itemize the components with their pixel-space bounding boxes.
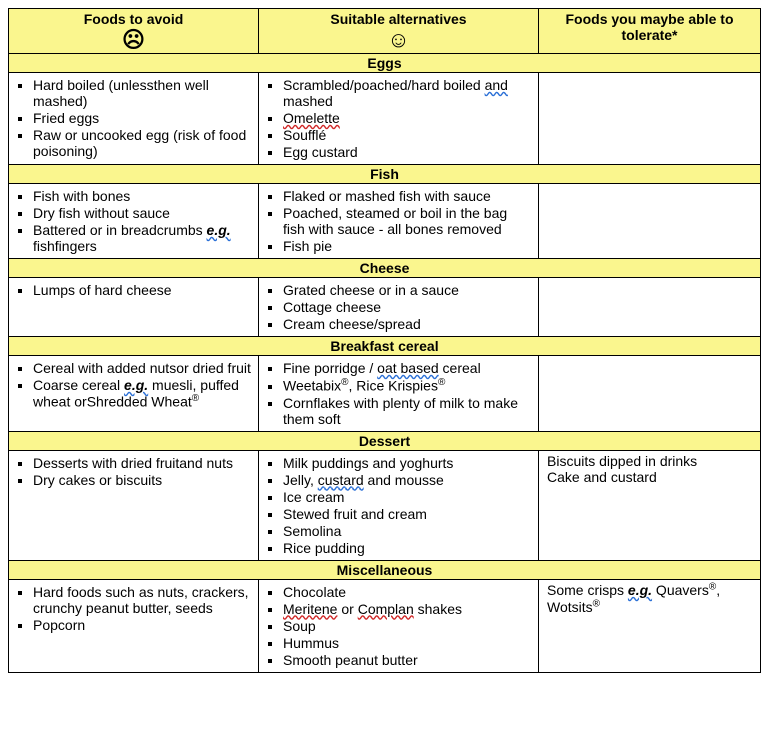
list-item: Flaked or mashed fish with sauce	[283, 188, 532, 204]
foods-table: Foods to avoid ☹ Suitable alternatives ☺…	[8, 8, 761, 673]
list-item: Fried eggs	[33, 110, 252, 126]
section-cheese-header: Cheese	[9, 259, 761, 278]
list-item: Coarse cereal e.g. muesli, puffed wheat …	[33, 377, 252, 410]
list-item: Cereal with added nutsor dried fruit	[33, 360, 252, 376]
section-eggs-row: Hard boiled (unlessthen well mashed) Fri…	[9, 73, 761, 165]
section-cheese-row: Lumps of hard cheese Grated cheese or in…	[9, 278, 761, 337]
tolerate-line: Biscuits dipped in drinks	[547, 453, 697, 469]
cheese-tolerate	[539, 278, 761, 337]
misc-tolerate: Some crisps e.g. Quavers®, Wotsits®	[539, 579, 761, 672]
list-item: Jelly, custard and mousse	[283, 472, 532, 488]
list-item: Omelette	[283, 110, 532, 126]
cheese-alt: Grated cheese or in a sauce Cottage chee…	[259, 278, 539, 337]
list-item: Popcorn	[33, 617, 252, 633]
cheese-avoid: Lumps of hard cheese	[9, 278, 259, 337]
section-cereal-row: Cereal with added nutsor dried fruit Coa…	[9, 356, 761, 432]
eggs-avoid: Hard boiled (unlessthen well mashed) Fri…	[9, 73, 259, 165]
list-item: Semolina	[283, 523, 532, 539]
cereal-tolerate	[539, 356, 761, 432]
list-item: Dry fish without sauce	[33, 205, 252, 221]
list-item: Hard boiled (unlessthen well mashed)	[33, 77, 252, 109]
header-avoid-label: Foods to avoid	[84, 11, 184, 27]
list-item: Soufflé	[283, 127, 532, 143]
list-item: Weetabix®, Rice Krispies®	[283, 377, 532, 394]
fish-tolerate	[539, 184, 761, 259]
header-alt-label: Suitable alternatives	[330, 11, 466, 27]
eggs-tolerate	[539, 73, 761, 165]
section-eggs-header: Eggs	[9, 54, 761, 73]
header-tolerate-label: Foods you maybe able to tolerate*	[565, 11, 733, 43]
list-item: Hummus	[283, 635, 532, 651]
section-misc-row: Hard foods such as nuts, crackers, crunc…	[9, 579, 761, 672]
section-dessert-row: Desserts with dried fruitand nuts Dry ca…	[9, 450, 761, 560]
list-item: Stewed fruit and cream	[283, 506, 532, 522]
section-fish-header: Fish	[9, 165, 761, 184]
dessert-tolerate: Biscuits dipped in drinks Cake and custa…	[539, 450, 761, 560]
list-item: Cream cheese/spread	[283, 316, 532, 332]
list-item: Battered or in breadcrumbs e.g. fishfing…	[33, 222, 252, 254]
fish-avoid: Fish with bones Dry fish without sauce B…	[9, 184, 259, 259]
header-avoid: Foods to avoid ☹	[9, 9, 259, 54]
list-item: Scrambled/poached/hard boiled and mashed	[283, 77, 532, 109]
list-item: Hard foods such as nuts, crackers, crunc…	[33, 584, 252, 616]
list-item: Rice pudding	[283, 540, 532, 556]
list-item: Meritene or Complan shakes	[283, 601, 532, 617]
misc-alt: Chocolate Meritene or Complan shakes Sou…	[259, 579, 539, 672]
header-row: Foods to avoid ☹ Suitable alternatives ☺…	[9, 9, 761, 54]
list-item: Dry cakes or biscuits	[33, 472, 252, 488]
section-dessert-header: Dessert	[9, 431, 761, 450]
list-item: Cottage cheese	[283, 299, 532, 315]
header-tolerate: Foods you maybe able to tolerate*	[539, 9, 761, 54]
list-item: Lumps of hard cheese	[33, 282, 252, 298]
eggs-alt: Scrambled/poached/hard boiled and mashed…	[259, 73, 539, 165]
header-alt: Suitable alternatives ☺	[259, 9, 539, 54]
list-item: Chocolate	[283, 584, 532, 600]
list-item: Cornflakes with plenty of milk to make t…	[283, 395, 532, 427]
cereal-alt: Fine porridge / oat based cereal Weetabi…	[259, 356, 539, 432]
list-item: Fine porridge / oat based cereal	[283, 360, 532, 376]
fish-alt: Flaked or mashed fish with sauce Poached…	[259, 184, 539, 259]
list-item: Desserts with dried fruitand nuts	[33, 455, 252, 471]
list-item: Grated cheese or in a sauce	[283, 282, 532, 298]
list-item: Milk puddings and yoghurts	[283, 455, 532, 471]
sad-face-icon: ☹	[122, 29, 145, 51]
list-item: Egg custard	[283, 144, 532, 160]
list-item: Poached, steamed or boil in the bag fish…	[283, 205, 532, 237]
list-item: Soup	[283, 618, 532, 634]
cereal-avoid: Cereal with added nutsor dried fruit Coa…	[9, 356, 259, 432]
happy-face-icon: ☺	[387, 29, 409, 51]
list-item: Ice cream	[283, 489, 532, 505]
dessert-alt: Milk puddings and yoghurts Jelly, custar…	[259, 450, 539, 560]
section-misc-header: Miscellaneous	[9, 560, 761, 579]
list-item: Raw or uncooked egg (risk of food poison…	[33, 127, 252, 159]
tolerate-line: Cake and custard	[547, 469, 657, 485]
misc-avoid: Hard foods such as nuts, crackers, crunc…	[9, 579, 259, 672]
tolerate-line: Some crisps e.g. Quavers®, Wotsits®	[547, 582, 720, 615]
section-cereal-header: Breakfast cereal	[9, 337, 761, 356]
list-item: Smooth peanut butter	[283, 652, 532, 668]
list-item: Fish with bones	[33, 188, 252, 204]
section-fish-row: Fish with bones Dry fish without sauce B…	[9, 184, 761, 259]
list-item: Fish pie	[283, 238, 532, 254]
dessert-avoid: Desserts with dried fruitand nuts Dry ca…	[9, 450, 259, 560]
